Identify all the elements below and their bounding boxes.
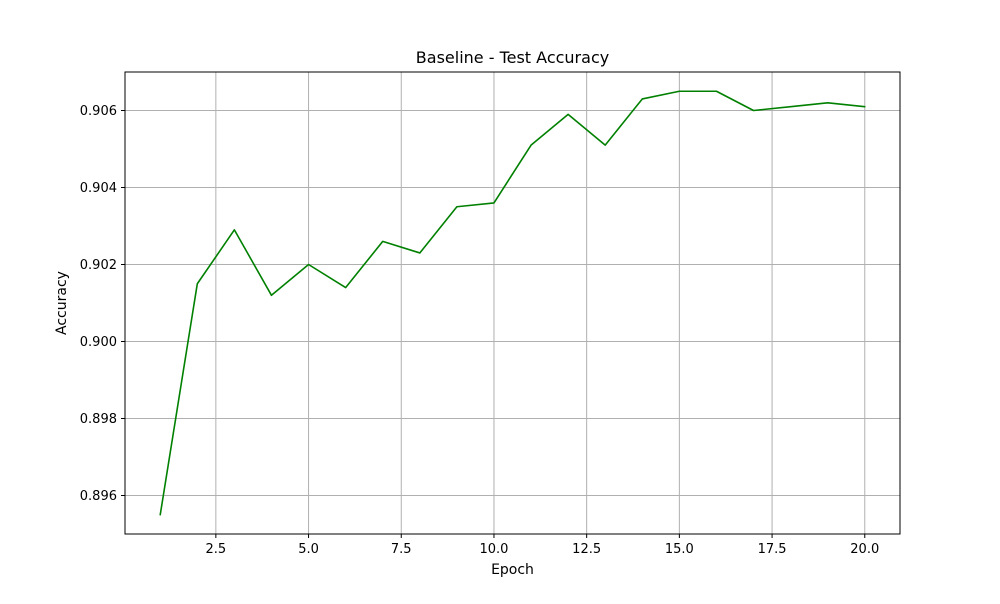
- x-tick-label: 20.0: [850, 542, 879, 557]
- y-tick-label: 0.904: [80, 181, 117, 196]
- x-tick-label: 15.0: [665, 542, 694, 557]
- x-axis-ticks: 2.5 5.0 7.5 10.0 12.5 15.0 17.5 20.0: [206, 534, 879, 557]
- y-axis-ticks: 0.896 0.898 0.900 0.902 0.904 0.906: [80, 104, 125, 504]
- series-line-0: [159, 90, 866, 516]
- y-axis-label: Accuracy: [54, 271, 70, 335]
- x-tick-label: 5.0: [298, 542, 319, 557]
- x-tick-label: 7.5: [391, 542, 412, 557]
- y-tick-label: 0.900: [80, 335, 117, 350]
- y-tick-label: 0.902: [80, 258, 117, 273]
- x-tick-label: 17.5: [758, 542, 787, 557]
- plot-frame: [124, 71, 901, 535]
- x-axis-label: Epoch: [491, 562, 534, 578]
- y-tick-label: 0.896: [80, 489, 117, 504]
- y-tick-label: 0.906: [80, 104, 117, 119]
- x-tick-label: 12.5: [572, 542, 601, 557]
- chart-title: Baseline - Test Accuracy: [416, 48, 609, 67]
- series-layer: [159, 90, 866, 516]
- y-tick-label: 0.898: [80, 412, 117, 427]
- x-tick-label: 2.5: [206, 542, 227, 557]
- x-tick-label: 10.0: [479, 542, 508, 557]
